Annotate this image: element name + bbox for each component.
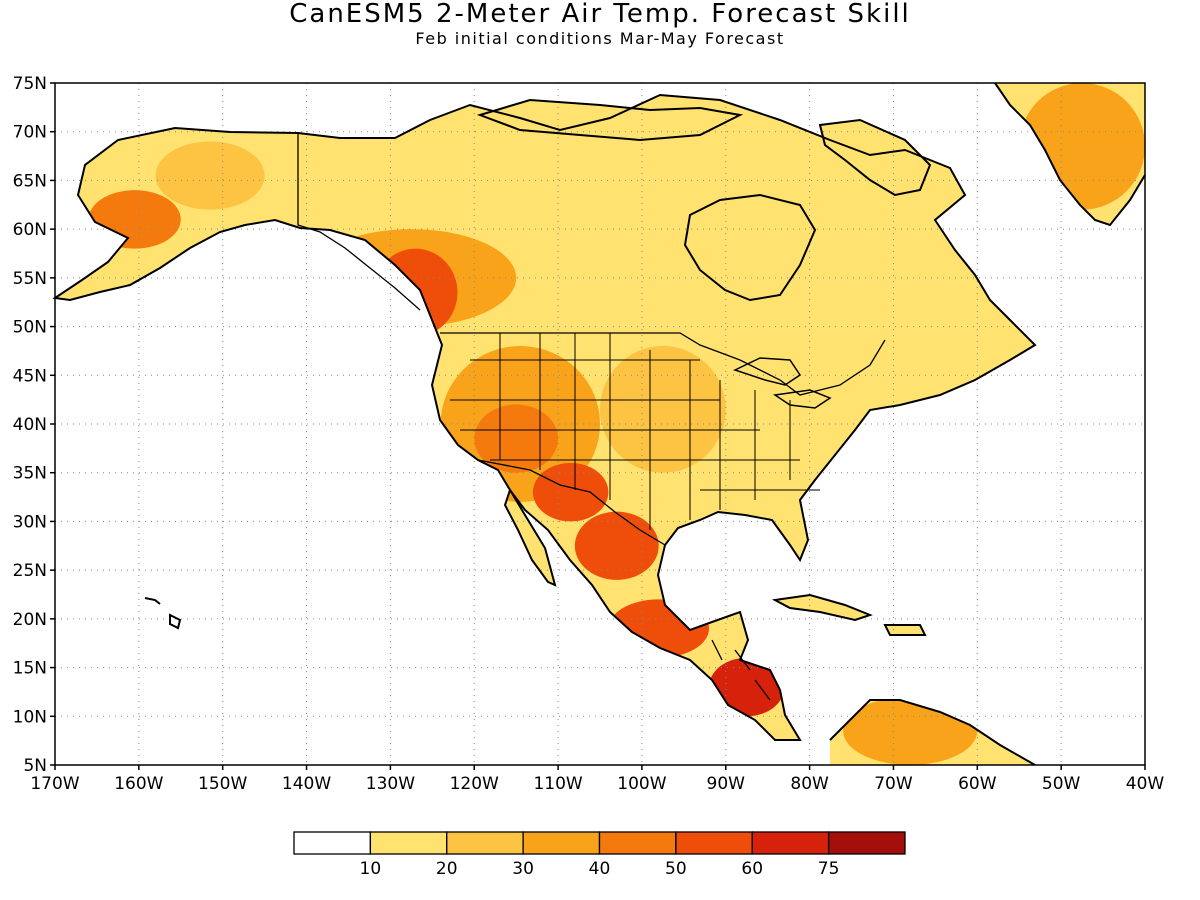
- skill-region-alaska-interior: [155, 141, 265, 210]
- lat-tick-label: 30N: [13, 512, 47, 532]
- lat-tick-label: 45N: [13, 366, 47, 386]
- cuba-coastline: [771, 593, 873, 622]
- colorbar-label: 40: [589, 859, 611, 879]
- lon-tick-label: 120W: [450, 774, 499, 794]
- colorbar-swatch: [522, 831, 601, 855]
- colorbar-swatch: [369, 831, 448, 855]
- us-mexico-border: [477, 459, 666, 546]
- colorbar-swatch: [751, 831, 830, 855]
- colorbar-label: 30: [512, 859, 534, 879]
- lat-tick-label: 50N: [13, 318, 47, 338]
- lon-tick-label: 50W: [1042, 774, 1081, 794]
- lat-tick-label: 20N: [13, 610, 47, 630]
- baffin-island-coastline: [818, 118, 932, 197]
- hawaii-coastline: [144, 597, 182, 630]
- lat-tick-label: 15N: [13, 659, 47, 679]
- colorbar: 10 20 30 40 50 60 75: [293, 831, 906, 879]
- north-america-coastline: [52, 93, 1037, 741]
- lon-tick-label: 80W: [790, 774, 829, 794]
- arctic-islands-coastline: [476, 98, 744, 142]
- lat-tick-label: 5N: [23, 756, 47, 776]
- lat-tick-label: 70N: [13, 123, 47, 143]
- lon-tick-label: 100W: [617, 774, 666, 794]
- lon-tick-label: 110W: [533, 774, 582, 794]
- skill-region-bc-coast: [373, 248, 458, 337]
- map-title: CanESM5 2-Meter Air Temp. Forecast Skill: [289, 0, 911, 29]
- lon-tick-label: 140W: [282, 774, 331, 794]
- us-canada-border: [440, 332, 886, 396]
- alaska-canada-border: [297, 133, 421, 311]
- colorbar-swatch: [827, 831, 906, 855]
- lon-tick-label: 60W: [958, 774, 997, 794]
- colorbar-label: 50: [665, 859, 687, 879]
- colorbar-swatch: [293, 831, 372, 855]
- lat-tick-label: 40N: [13, 415, 47, 435]
- skill-region-central-america: [709, 657, 785, 717]
- lat-tick-label: 55N: [13, 269, 47, 289]
- colorbar-swatch: [675, 831, 753, 855]
- lon-tick-label: 70W: [874, 774, 913, 794]
- interior-borders: [450, 333, 820, 530]
- skill-region-southwest-us: [532, 462, 609, 522]
- lon-tick-label: 40W: [1126, 774, 1165, 794]
- lat-tick-label: 35N: [13, 464, 47, 484]
- skill-region-labrador-quebec: [851, 229, 978, 327]
- great-lakes-outline: [733, 357, 832, 409]
- lat-tick-label: 10N: [13, 707, 47, 727]
- lat-tick-label: 25N: [13, 561, 47, 581]
- lon-tick-label: 150W: [198, 774, 247, 794]
- skill-region-canada-north: [474, 131, 810, 278]
- colorbar-swatch: [598, 831, 677, 855]
- map-subtitle: Feb initial conditions Mar-May Forecast: [415, 29, 785, 48]
- lon-tick-label: 160W: [114, 774, 163, 794]
- hispaniola-coastline: [883, 624, 927, 636]
- skill-region-great-basin: [474, 404, 559, 473]
- colorbar-label: 75: [818, 859, 840, 879]
- lat-tick-label: 65N: [13, 171, 47, 191]
- baja-california-coastline: [503, 487, 557, 587]
- lon-tick-label: 170W: [30, 774, 79, 794]
- lat-tick-label: 60N: [13, 220, 47, 240]
- colorbar-label: 20: [436, 859, 458, 879]
- colorbar-swatch: [446, 831, 524, 855]
- lon-tick-label: 90W: [707, 774, 746, 794]
- lon-tick-label: 130W: [366, 774, 415, 794]
- skill-region-alaska-west-coast: [88, 190, 181, 249]
- skill-region-greenland-south: [1019, 83, 1145, 210]
- greenland-coastline: [994, 82, 1146, 227]
- skill-region-central-us: [600, 346, 726, 473]
- hudson-bay-coastline: [683, 193, 817, 302]
- lat-tick-label: 75N: [13, 74, 47, 94]
- colorbar-label: 60: [741, 859, 763, 879]
- central-america-borders: [711, 639, 771, 701]
- skill-region-northern-mexico: [574, 511, 659, 580]
- south-america-coastline: [829, 699, 1036, 766]
- colorbar-label: 10: [360, 859, 382, 879]
